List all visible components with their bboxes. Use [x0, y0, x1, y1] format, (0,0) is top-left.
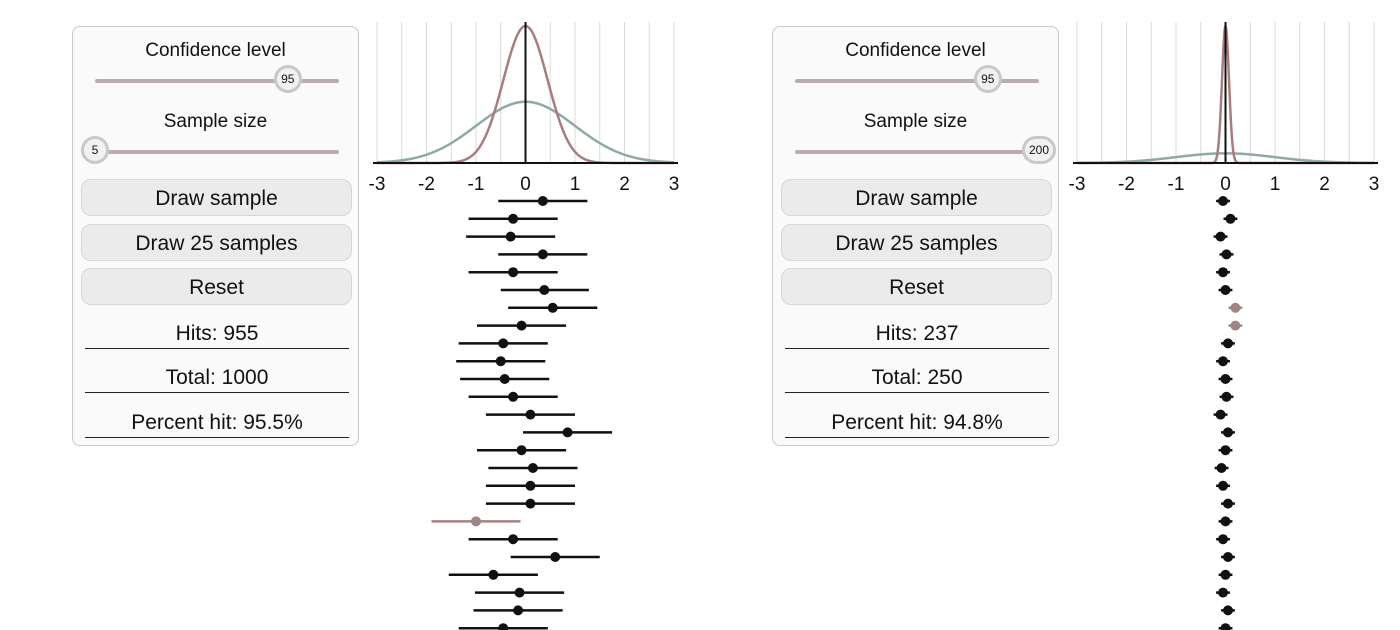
sample-mean-point [1220, 445, 1231, 456]
confidence-level-knob[interactable]: 95 [273, 65, 302, 93]
x-tick-label: 2 [619, 174, 630, 195]
draw-25-samples-button[interactable]: Draw 25 samples [81, 224, 352, 261]
sample-mean-point [499, 374, 510, 384]
confidence-level-value: 95 [281, 72, 295, 86]
sample-mean-point [1215, 409, 1226, 420]
sample-mean-point [1225, 213, 1236, 224]
sample-mean-point [1218, 534, 1229, 545]
x-tick-label: 1 [570, 174, 581, 195]
sample-mean-point [1220, 374, 1231, 384]
x-tick-label: 3 [1369, 174, 1380, 195]
x-tick-label: 2 [1319, 174, 1330, 195]
sample-size-value: 5 [91, 143, 99, 157]
sample-mean-point [1215, 231, 1226, 242]
sample-mean-point [1222, 427, 1233, 438]
x-tick-label: 0 [520, 174, 531, 195]
sample-size-label: Sample size [163, 111, 268, 132]
sample-mean-point [488, 569, 499, 580]
sample-mean-point [495, 356, 506, 367]
simulation-right: Confidence level 95 Sample size 200 Draw… [700, 0, 1400, 630]
sample-mean-point [1216, 463, 1227, 473]
sample-size-knob[interactable]: 5 [81, 136, 109, 164]
sample-mean-point [1230, 302, 1241, 313]
reset-button[interactable]: Reset [81, 268, 352, 305]
sample-mean-point [525, 480, 536, 491]
sample-mean-point [1218, 267, 1229, 278]
sample-mean-point [508, 534, 519, 545]
control-panel: Confidence level 95 Sample size 200 Draw… [772, 26, 1059, 446]
confidence-level-slider[interactable]: 95 [95, 65, 339, 93]
sample-mean-point [1222, 498, 1233, 509]
confidence-level-knob[interactable]: 95 [973, 65, 1002, 93]
draw-sample-button[interactable]: Draw sample [81, 179, 352, 216]
sample-mean-point [1222, 338, 1233, 349]
hits-count: Hits: 955 [85, 322, 349, 349]
sample-mean-point [508, 267, 519, 278]
confidence-interval-chart: -3 -2 -1 0 1 2 3 [369, 22, 680, 630]
x-tick-label: -2 [1118, 174, 1135, 195]
sample-mean-point [1230, 320, 1241, 331]
sample-mean-point [508, 213, 519, 224]
sample-mean-point [1221, 391, 1232, 402]
sample-size-value: 200 [1028, 143, 1050, 157]
sample-mean-point [539, 285, 550, 295]
confidence-level-label: Confidence level [145, 40, 286, 61]
sample-mean-point [514, 587, 525, 598]
x-tick-label: 3 [669, 174, 680, 195]
sample-mean-point [537, 196, 548, 206]
sample-mean-point [1222, 552, 1233, 562]
sample-mean-point [498, 623, 509, 630]
x-tick-label: -3 [369, 174, 386, 195]
confidence-interval-chart: -3 -2 -1 0 1 2 3 [1069, 22, 1380, 630]
reset-button[interactable]: Reset [781, 268, 1052, 305]
x-tick-label: 1 [1270, 174, 1281, 195]
sample-mean-point [525, 498, 536, 509]
sample-mean-point [505, 231, 516, 242]
sample-mean-point [525, 409, 536, 420]
sample-mean-point [1220, 285, 1231, 295]
sample-mean-point [527, 463, 538, 473]
sample-mean-point [550, 552, 561, 562]
sample-mean-point [1220, 623, 1231, 630]
confidence-level-slider[interactable]: 95 [795, 65, 1039, 93]
sample-mean-point [1218, 587, 1229, 598]
x-tick-label: -2 [418, 174, 435, 195]
draw-25-samples-button[interactable]: Draw 25 samples [781, 224, 1052, 261]
sample-mean-point [1222, 605, 1233, 616]
x-tick-label: 0 [1220, 174, 1231, 195]
sample-mean-point [513, 605, 524, 616]
total-count: Total: 250 [785, 366, 1049, 393]
sample-mean-point [537, 249, 548, 260]
sample-mean-point [1218, 480, 1229, 491]
sample-size-slider[interactable]: 200 [795, 136, 1056, 164]
sample-mean-point [1218, 196, 1229, 206]
total-count: Total: 1000 [85, 366, 349, 393]
draw-sample-button[interactable]: Draw sample [781, 179, 1052, 216]
sample-mean-point [547, 302, 558, 313]
sample-mean-point [1220, 569, 1231, 580]
percent-hit: Percent hit: 94.8% [785, 411, 1049, 438]
sample-mean-point [562, 427, 573, 438]
control-panel: Confidence level 95 Sample size 5 Draw s… [72, 26, 359, 446]
sample-mean-point [1218, 356, 1229, 367]
sample-size-knob[interactable]: 200 [1022, 136, 1056, 164]
hits-count: Hits: 237 [785, 322, 1049, 349]
simulation-left: Confidence level 95 Sample size 5 Draw s… [72, 22, 680, 630]
percent-hit: Percent hit: 95.5% [85, 411, 349, 438]
x-tick-label: -1 [468, 174, 485, 195]
sample-size-slider[interactable]: 5 [81, 136, 339, 164]
confidence-level-label: Confidence level [845, 40, 986, 61]
sample-mean-point [516, 320, 527, 331]
sample-size-label: Sample size [863, 111, 968, 132]
x-tick-label: -1 [1168, 174, 1185, 195]
sample-mean-point [1220, 516, 1231, 527]
sample-mean-point [471, 516, 481, 527]
sample-mean-point [508, 391, 519, 402]
sample-mean-point [498, 338, 509, 349]
x-tick-label: -3 [1069, 174, 1086, 195]
sample-mean-point [1221, 249, 1232, 260]
sample-mean-point [516, 445, 527, 456]
confidence-level-value: 95 [981, 72, 995, 86]
